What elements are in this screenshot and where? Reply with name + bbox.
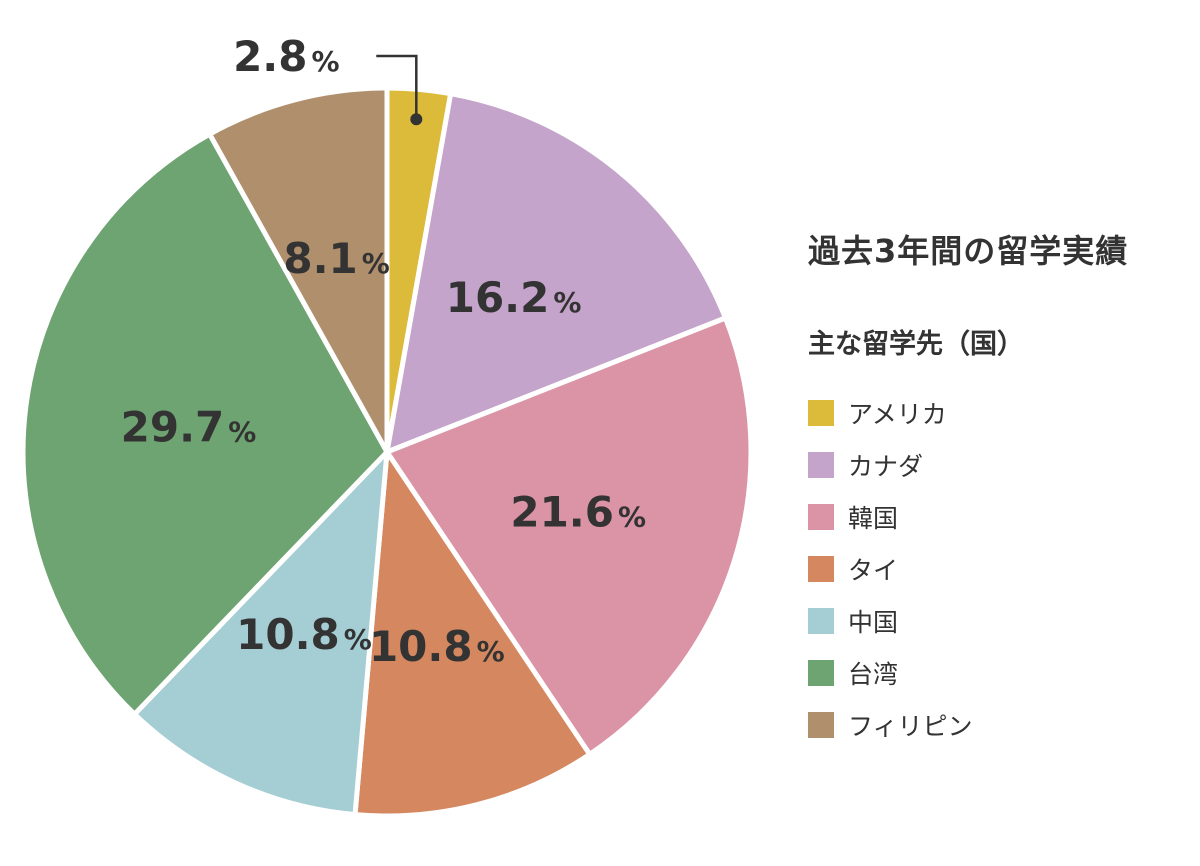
legend-label: アメリカ: [848, 400, 947, 429]
slice-value-label: 21.6%: [510, 488, 646, 537]
legend-swatch: [808, 712, 834, 738]
legend-swatch: [808, 400, 834, 426]
chart-side-panel: 過去3年間の留学実績 主な留学先（国） アメリカカナダ韓国タイ中国台湾フィリピン: [808, 226, 1200, 751]
slice-value-label: 10.8%: [236, 610, 372, 659]
slice-value-unit: %: [553, 286, 581, 319]
legend-label: カナダ: [848, 452, 924, 481]
pie-slices: [20, 85, 754, 819]
callout-leader: [376, 54, 423, 126]
slice-value-label: 16.2%: [446, 273, 582, 322]
slice-value-number: 10.8: [369, 622, 473, 671]
legend-item: 中国: [808, 595, 1200, 647]
pie-slice-5: [132, 449, 390, 818]
legend-swatch: [808, 660, 834, 686]
slice-value-unit: %: [362, 247, 390, 280]
legend-label: 中国: [848, 608, 899, 637]
slice-value-unit: %: [618, 501, 646, 534]
legend: アメリカカナダ韓国タイ中国台湾フィリピン: [808, 387, 1200, 751]
legend-swatch: [808, 556, 834, 582]
chart-title: 過去3年間の留学実績: [808, 232, 1129, 270]
slice-value-unit: %: [477, 635, 505, 668]
pie-slice-7: [207, 85, 390, 455]
legend-swatch: [808, 504, 834, 530]
slice-value-unit: %: [344, 623, 372, 656]
slice-value-label: 8.1%: [283, 234, 389, 283]
legend-item: 台湾: [808, 647, 1200, 699]
pie-slice-2: [384, 91, 728, 455]
legend-item: タイ: [808, 543, 1200, 595]
slice-value-unit: %: [311, 45, 339, 78]
callout-line: [376, 54, 418, 120]
legend-swatch: [808, 452, 834, 478]
legend-swatch: [808, 608, 834, 634]
slice-value-number: 21.6: [510, 488, 614, 537]
slice-value-number: 8.1: [283, 234, 357, 283]
slice-value-unit: %: [228, 415, 256, 448]
legend-label: フィリピン: [848, 712, 973, 741]
slice-value-label: 29.7%: [121, 402, 257, 451]
legend-item: 韓国: [808, 491, 1200, 543]
legend-item: アメリカ: [808, 387, 1200, 439]
legend-label: 韓国: [848, 504, 899, 533]
legend-item: フィリピン: [808, 699, 1200, 751]
slice-value-label: 2.8%: [233, 32, 339, 81]
slice-value-label: 10.8%: [369, 622, 505, 671]
pie-slice-4: [352, 449, 593, 819]
pie-slice-3: [384, 315, 754, 757]
legend-title: 主な留学先（国）: [808, 329, 1024, 360]
pie-slice-6: [20, 131, 390, 717]
slice-value-number: 29.7: [121, 402, 225, 451]
pie-labels: 2.8 %16.2 %21.6 %10.8 %10.8 %29.7 %8.1%: [121, 32, 646, 671]
legend-label: 台湾: [848, 660, 899, 689]
legend-item: カナダ: [808, 439, 1200, 491]
slice-value-number: 10.8: [236, 610, 340, 659]
slice-value-number: 16.2: [446, 273, 550, 322]
legend-label: タイ: [848, 556, 899, 585]
slice-value-number: 2.8: [233, 32, 307, 81]
